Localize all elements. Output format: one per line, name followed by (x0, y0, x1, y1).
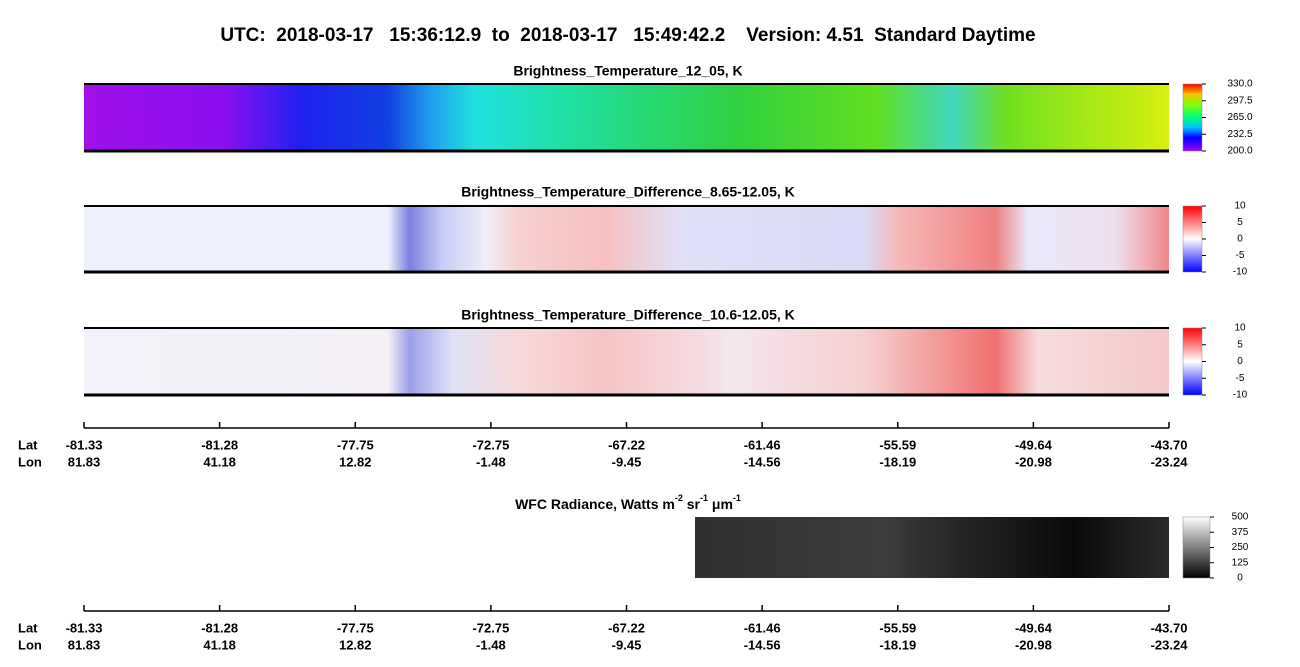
lon-label: -20.98 (1015, 454, 1052, 469)
lon-label: 12.82 (339, 637, 372, 652)
lat-label: -55.59 (879, 437, 916, 452)
colorbar-tick-label: 265.0 (1227, 112, 1252, 123)
colorbar-tick-label: 0 (1237, 573, 1243, 584)
superscript: -1 (700, 493, 708, 503)
image-strip (695, 517, 1169, 578)
image-strip (84, 328, 1169, 395)
lon-label: 41.18 (203, 637, 236, 652)
lon-label: -23.24 (1151, 454, 1189, 469)
colorbar-tick-label: 232.5 (1227, 129, 1252, 140)
lon-label: -14.56 (744, 637, 781, 652)
lon-label: 81.83 (68, 454, 101, 469)
title-part: sr (683, 496, 701, 512)
lat-label: -67.22 (608, 437, 645, 452)
lon-label: -18.19 (879, 454, 916, 469)
lon-label: -1.48 (476, 637, 506, 652)
lat-label: -43.70 (1151, 437, 1188, 452)
lat-label: -72.75 (472, 620, 509, 635)
colorbar-tick-label: -10 (1233, 390, 1248, 401)
row-label: Lon (18, 637, 42, 652)
lon-label: 41.18 (203, 454, 236, 469)
colorbar-tick-label: 10 (1234, 323, 1246, 334)
lon-label: -9.45 (612, 454, 642, 469)
image-strip (84, 84, 1169, 151)
colorbar-tick-label: -5 (1236, 373, 1245, 384)
panel-title: WFC Radiance, Watts m-2 sr-1 μm-1 (515, 493, 741, 511)
lat-label: -81.28 (201, 437, 238, 452)
lon-label: -23.24 (1151, 637, 1189, 652)
colorbar-tick-label: 330.0 (1227, 79, 1252, 90)
lat-label: -49.64 (1015, 437, 1053, 452)
colorbar-tick-label: 200.0 (1227, 146, 1252, 157)
colorbar-tick-label: 250 (1232, 542, 1249, 553)
lon-label: 81.83 (68, 637, 101, 652)
row-label: Lat (18, 620, 38, 635)
lat-label: -81.33 (66, 620, 103, 635)
lon-label: -9.45 (612, 637, 642, 652)
figure-title: UTC: 2018-03-17 15:36:12.9 to 2018-03-17… (220, 25, 1035, 46)
colorbar-tick-label: 5 (1237, 217, 1243, 228)
row-label: Lat (18, 437, 38, 452)
colorbar-tick-label: 10 (1234, 201, 1246, 212)
lon-label: 12.82 (339, 454, 372, 469)
colorbar-tick-label: -5 (1236, 250, 1245, 261)
lon-label: -18.19 (879, 637, 916, 652)
image-strip (84, 206, 1169, 272)
lat-label: -49.64 (1015, 620, 1053, 635)
colorbar-tick-label: 0 (1237, 234, 1243, 245)
colorbar-tick-label: 5 (1237, 339, 1243, 350)
lat-label: -81.33 (66, 437, 103, 452)
lat-label: -61.46 (744, 437, 781, 452)
title-part: μm (708, 496, 733, 512)
panel-title: Brightness_Temperature_12_05, K (513, 63, 742, 79)
lon-label: -14.56 (744, 454, 781, 469)
lat-label: -72.75 (472, 437, 509, 452)
lat-label: -81.28 (201, 620, 238, 635)
lon-label: -20.98 (1015, 637, 1052, 652)
colorbar-tick-label: 297.5 (1227, 95, 1252, 106)
colorbar (1182, 516, 1211, 579)
lat-label: -55.59 (879, 620, 916, 635)
title-part: WFC Radiance, Watts m (515, 496, 675, 512)
colorbar (1182, 327, 1203, 396)
superscript: -2 (675, 493, 683, 503)
lat-label: -77.75 (337, 620, 374, 635)
colorbar-tick-label: 0 (1237, 356, 1243, 367)
lat-label: -77.75 (337, 437, 374, 452)
lat-label: -61.46 (744, 620, 781, 635)
panel-title: Brightness_Temperature_Difference_10.6-1… (461, 307, 795, 323)
row-label: Lon (18, 454, 42, 469)
colorbar (1182, 83, 1203, 152)
lat-label: -67.22 (608, 620, 645, 635)
lon-label: -1.48 (476, 454, 506, 469)
lat-label: -43.70 (1151, 620, 1188, 635)
superscript: -1 (733, 493, 741, 503)
colorbar-tick-label: 500 (1232, 512, 1249, 523)
colorbar-tick-label: 125 (1232, 557, 1249, 568)
colorbar-tick-label: -10 (1233, 267, 1248, 278)
colorbar-tick-label: 375 (1232, 527, 1249, 538)
colorbar (1182, 205, 1203, 273)
panel-title: Brightness_Temperature_Difference_8.65-1… (461, 184, 795, 200)
